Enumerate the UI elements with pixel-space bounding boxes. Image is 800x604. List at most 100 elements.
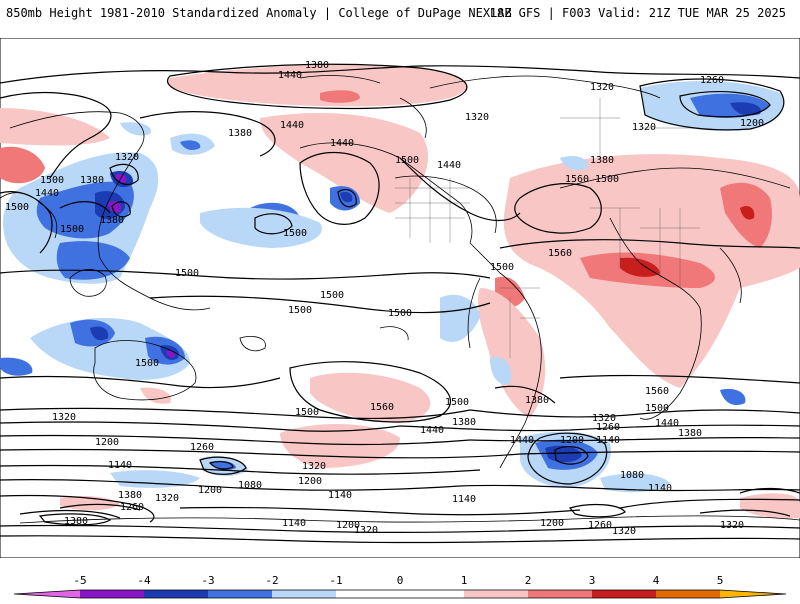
colorbar-tick: 4 [653, 574, 660, 587]
contour-label: 1380 [100, 215, 124, 226]
colorbar-segment-neg2 [208, 590, 272, 598]
colorbar-segment-neg5 [14, 590, 80, 598]
contour-label: 1440 [510, 435, 534, 446]
colorbar-segment-neg1 [272, 590, 336, 598]
contour-label: 1380 [525, 395, 549, 406]
colorbar-tick: -5 [73, 574, 86, 587]
contour-label: 1260 [596, 422, 620, 433]
colorbar-tick: -2 [265, 574, 278, 587]
contour-label: 1140 [108, 460, 132, 471]
coastlines [0, 75, 800, 524]
contour-label: 1440 [437, 160, 461, 171]
height-contours [0, 63, 800, 544]
contour-label: 1380 [118, 490, 142, 501]
colorbar-tick: 3 [589, 574, 596, 587]
contour-label: 1500 [490, 262, 514, 273]
contour-label: 1200 [336, 520, 360, 531]
contour-label: 1260 [120, 502, 144, 513]
colorbar-segment-neg3 [144, 590, 208, 598]
contour-label: 1380 [80, 175, 104, 186]
contour-label: 1500 [60, 224, 84, 235]
run-info: 18Z GFS | F003 Valid: 21Z TUE MAR 25 202… [489, 6, 786, 20]
colorbar-tick: 5 [717, 574, 724, 587]
contour-label: 1380 [678, 428, 702, 439]
contour-label: 1140 [328, 490, 352, 501]
contour-label: 1260 [190, 442, 214, 453]
contour-labels: 1380 1440 1320 1260 1200 1440 1320 1380 … [5, 60, 764, 537]
colorbar-segment-pos2 [528, 590, 592, 598]
contour-label: 1320 [632, 122, 656, 133]
contour-label: 1440 [35, 188, 59, 199]
colorbar-tick: 2 [525, 574, 532, 587]
contour-label: 1500 [645, 403, 669, 414]
colorbar-segment-neg4 [80, 590, 144, 598]
contour-label: 1320 [612, 526, 636, 537]
contour-label: 1500 [283, 228, 307, 239]
contour-label: 1140 [648, 483, 672, 494]
contour-label: 1500 [320, 290, 344, 301]
contour-label: 1560 [370, 402, 394, 413]
contour-label: 1080 [620, 470, 644, 481]
contour-label: 1560 [548, 248, 572, 259]
contour-label: 1200 [560, 435, 584, 446]
contour-label: 1500 [388, 308, 412, 319]
contour-label: 1320 [115, 152, 139, 163]
contour-label: 1440 [278, 70, 302, 81]
anomaly-map: 1380 1440 1320 1260 1200 1440 1320 1380 … [0, 38, 800, 558]
contour-label: 1380 [305, 60, 329, 71]
colorbar-segment-pos3 [592, 590, 656, 598]
map-title: 850mb Height 1981-2010 Standardized Anom… [6, 6, 512, 20]
contour-label: 1080 [238, 480, 262, 491]
contour-label: 1500 [595, 174, 619, 185]
negative-anomaly-areas [0, 81, 784, 493]
contour-label: 1500 [288, 305, 312, 316]
contour-label: 1320 [52, 412, 76, 423]
contour-label: 1380 [228, 128, 252, 139]
colorbar-segments [13, 589, 787, 599]
colorbar-tick: -1 [329, 574, 342, 587]
contour-label: 1320 [590, 82, 614, 93]
contour-label: 1560 [645, 386, 669, 397]
political-borders [395, 98, 700, 358]
colorbar-tick: -3 [201, 574, 214, 587]
contour-label: 1140 [452, 494, 476, 505]
contour-label: 1500 [445, 397, 469, 408]
contour-label: 1140 [596, 435, 620, 446]
colorbar-tick: 0 [397, 574, 404, 587]
colorbar-segment-pos1 [464, 590, 528, 598]
contour-label: 1140 [282, 518, 306, 529]
contour-label: 1500 [175, 268, 199, 279]
colorbar: -5 -4 -3 -2 -1 0 1 2 3 4 5 [0, 560, 800, 600]
contour-label: 1440 [420, 425, 444, 436]
contour-label: 1320 [720, 520, 744, 531]
header: 850mb Height 1981-2010 Standardized Anom… [0, 0, 800, 38]
colorbar-tick: 1 [461, 574, 468, 587]
contour-label: 1320 [354, 525, 378, 536]
colorbar-segment-pos4 [656, 590, 720, 598]
contour-label: 1440 [280, 120, 304, 131]
contour-label: 1200 [540, 518, 564, 529]
contour-label: 1500 [135, 358, 159, 369]
colorbar-segment-pos5 [720, 590, 786, 598]
contour-label: 1200 [740, 118, 764, 129]
contour-label: 1380 [64, 516, 88, 527]
contour-label: 1500 [5, 202, 29, 213]
contour-label: 1200 [198, 485, 222, 496]
contour-label: 1440 [330, 138, 354, 149]
contour-label: 1200 [298, 476, 322, 487]
contour-label: 1200 [95, 437, 119, 448]
contour-label: 1320 [465, 112, 489, 123]
contour-label: 1320 [155, 493, 179, 504]
contour-label: 1260 [700, 75, 724, 86]
contour-label: 1500 [295, 407, 319, 418]
contour-label: 1320 [302, 461, 326, 472]
contour-label: 1380 [452, 417, 476, 428]
contour-label: 1380 [590, 155, 614, 166]
contour-label: 1320 [592, 413, 616, 424]
colorbar-ticks: -5 -4 -3 -2 -1 0 1 2 3 4 5 [73, 574, 723, 587]
contour-label: 1500 [40, 175, 64, 186]
contour-label: 1260 [588, 520, 612, 531]
contour-label: 1560 [565, 174, 589, 185]
contour-label: 1440 [655, 418, 679, 429]
colorbar-segment-zero [336, 590, 464, 598]
